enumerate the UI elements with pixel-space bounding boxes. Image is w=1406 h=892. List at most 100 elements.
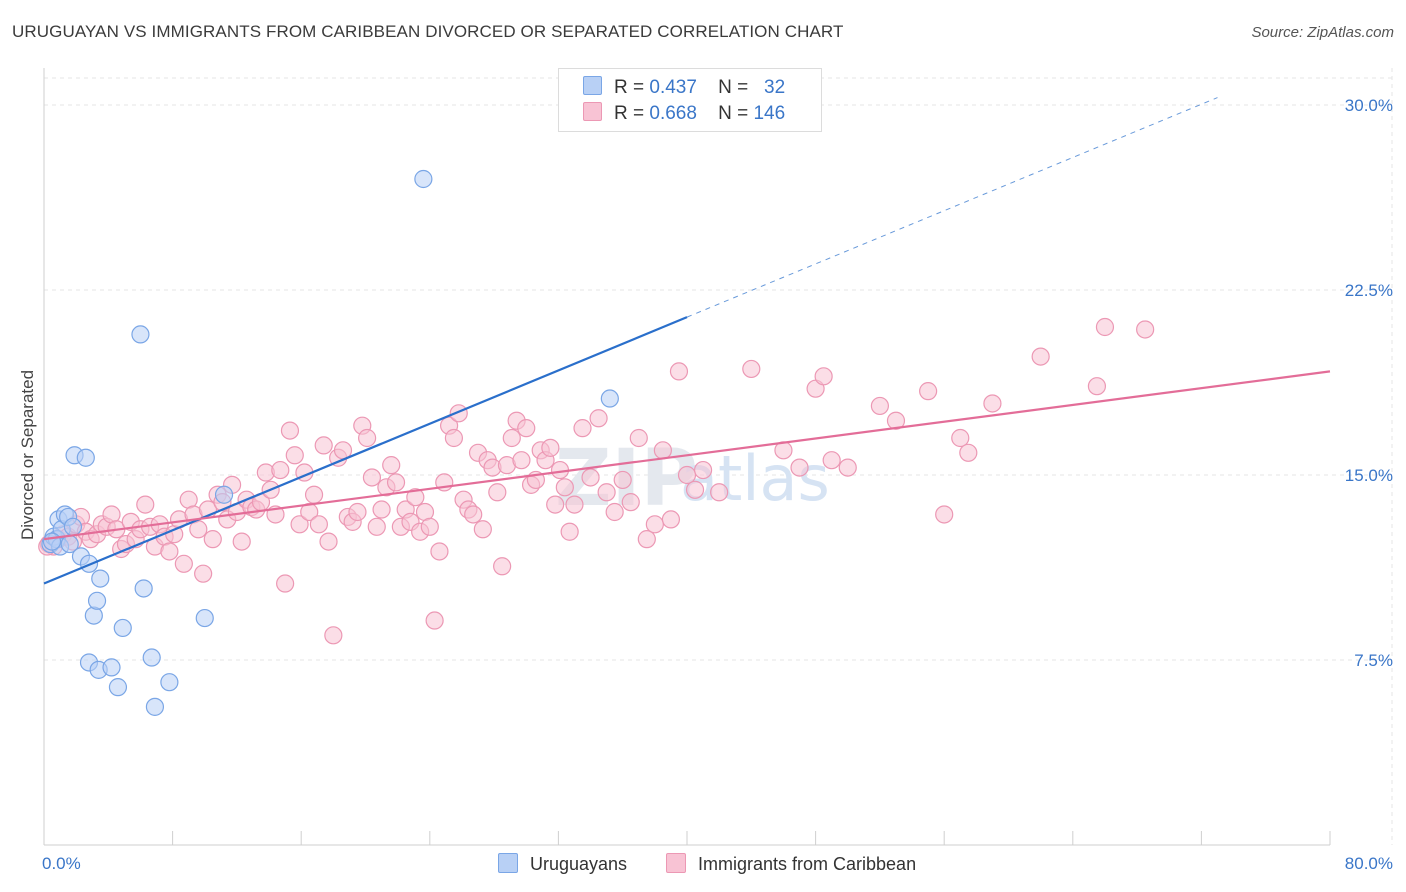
caribbean-point	[203, 530, 222, 549]
caribbean-point	[160, 542, 179, 561]
x-tick-label-min: 0.0%	[42, 854, 81, 873]
caribbean-point	[512, 451, 531, 470]
chart-title: URUGUAYAN VS IMMIGRANTS FROM CARIBBEAN D…	[12, 22, 844, 41]
caribbean-point	[886, 411, 906, 430]
uruguayan-points	[41, 169, 619, 716]
uruguayan-point	[414, 169, 433, 189]
caribbean-point	[194, 564, 213, 583]
legend-label-caribbean: Immigrants from Caribbean	[698, 854, 917, 874]
caribbean-point	[358, 428, 377, 448]
legend-item-caribbean: Immigrants from Caribbean	[666, 853, 916, 875]
caribbean-point	[669, 362, 689, 381]
caribbean-point	[814, 367, 833, 386]
legend-item-uruguayans: Uruguayans	[498, 853, 627, 875]
caribbean-point	[420, 517, 439, 536]
trend-lines	[43, 97, 1331, 585]
caribbean-point	[406, 488, 425, 507]
caribbean-point	[174, 554, 193, 573]
caribbean-point	[560, 522, 579, 541]
y-axis-label: Divorced or Separated	[18, 370, 37, 540]
caribbean-point	[502, 428, 521, 448]
caribbean-point	[290, 515, 309, 534]
caribbean-point	[838, 458, 857, 477]
caribbean-point	[362, 468, 382, 487]
caribbean-point	[645, 515, 664, 534]
uruguayan-point	[84, 606, 103, 625]
caribbean-trend-line	[43, 370, 1331, 541]
r-label: R =	[614, 103, 645, 124]
uruguayan-point	[160, 673, 179, 692]
caribbean-point	[573, 419, 592, 438]
caribbean-point	[367, 517, 386, 536]
legend-row-caribbean: R = 0.668 N = 146	[583, 102, 785, 126]
caribbean-point	[189, 520, 208, 539]
y-tick-label: 15.0%	[1345, 466, 1393, 485]
tick-labels: 7.5% 15.0% 22.5% 30.0% 0.0% 80.0%	[42, 96, 1393, 873]
uruguayan-point	[76, 448, 95, 467]
caribbean-point	[372, 500, 391, 519]
caribbean-point	[541, 438, 560, 457]
n-value-uruguayans: 32	[764, 77, 786, 98]
caribbean-point	[919, 382, 938, 401]
caribbean-point	[822, 451, 841, 470]
caribbean-point	[488, 483, 507, 502]
caribbean-point	[464, 505, 483, 524]
caribbean-point	[621, 493, 640, 512]
caribbean-points	[38, 317, 1155, 645]
uruguayan-point	[63, 517, 83, 536]
caribbean-point	[742, 359, 761, 379]
caribbean-point	[319, 532, 338, 551]
y-tick-label: 22.5%	[1345, 281, 1393, 300]
caribbean-legend-swatch	[666, 853, 686, 873]
caribbean-point	[661, 510, 681, 529]
caribbean-point	[444, 428, 464, 448]
uruguayan-point	[131, 325, 150, 344]
caribbean-point	[276, 574, 295, 593]
caribbean-point	[232, 532, 251, 551]
caribbean-point	[271, 460, 290, 480]
caribbean-point	[280, 421, 300, 440]
caribbean-point	[653, 441, 672, 460]
uruguayan-point	[87, 591, 107, 610]
caribbean-point	[517, 419, 536, 438]
caribbean-point	[304, 485, 324, 504]
caribbean-point	[425, 611, 444, 630]
uruguayan-point	[600, 389, 619, 408]
caribbean-point	[1087, 377, 1107, 396]
uruguayan-point	[145, 697, 165, 716]
y-tick-label: 30.0%	[1345, 96, 1393, 115]
uruguayan-point	[195, 608, 214, 628]
stats-legend: R = 0.437 N = 32 R = 0.668 N = 146	[558, 68, 822, 132]
caribbean-point	[546, 495, 565, 514]
caribbean-point	[136, 495, 155, 514]
caribbean-point	[314, 436, 333, 455]
caribbean-point	[382, 456, 401, 475]
uruguayan-point	[134, 579, 153, 598]
caribbean-point	[473, 520, 492, 539]
caribbean-point	[555, 478, 574, 497]
caribbean-point	[613, 470, 632, 490]
legend-row-uruguayans: R = 0.437 N = 32	[583, 76, 785, 100]
uruguayan-point	[42, 532, 62, 551]
uruguayan-point	[142, 648, 161, 667]
n-label: N =	[718, 77, 749, 98]
uruguayan-point	[91, 569, 110, 588]
r-value-uruguayans: 0.437	[649, 77, 697, 98]
uruguayan-point	[108, 678, 128, 697]
caribbean-point	[790, 458, 809, 477]
uruguayan-point	[102, 658, 121, 677]
caribbean-point	[693, 460, 713, 480]
y-tick-label: 7.5%	[1354, 651, 1393, 670]
axes	[43, 68, 1331, 846]
n-value-caribbean: 146	[753, 103, 786, 124]
caribbean-point	[581, 468, 600, 487]
caribbean-point	[935, 505, 954, 524]
x-tick-label-max: 80.0%	[1345, 854, 1393, 873]
caribbean-point	[605, 502, 624, 522]
caribbean-point	[629, 428, 648, 448]
caribbean-point	[565, 495, 584, 514]
caribbean-point	[324, 626, 343, 645]
caribbean-point	[430, 542, 449, 561]
r-value-caribbean: 0.668	[649, 103, 697, 124]
